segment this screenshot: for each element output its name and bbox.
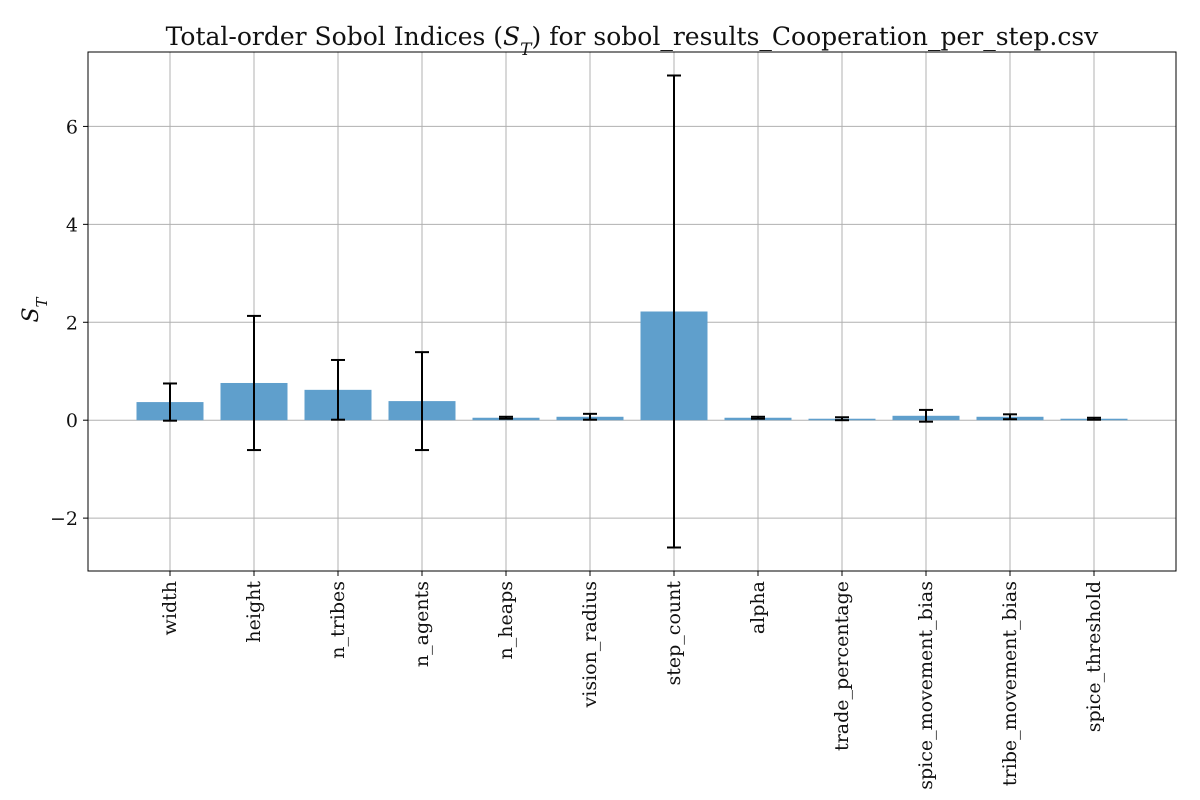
plot-frame: [87, 51, 1177, 572]
y-tick-label: 4: [66, 214, 78, 236]
bar-layer: [136, 311, 1128, 421]
y-tick-label: 6: [66, 116, 78, 138]
title-prefix: Total-order Sobol Indices (: [166, 22, 503, 51]
x-tick-label-spice-threshold: spice_threshold: [1083, 581, 1105, 732]
x-tick-label-n-agents: n_agents: [411, 581, 433, 667]
x-tick-label-alpha: alpha: [747, 581, 769, 634]
x-tick-label-width: width: [159, 581, 181, 635]
chart-title: Total-order Sobol Indices (ST) for sobol…: [166, 22, 1100, 60]
y-axis-label: ST: [19, 296, 51, 322]
ylabel-subscript: T: [33, 296, 51, 307]
grid-layer: [88, 52, 1176, 571]
error-layer: [163, 74, 1101, 549]
y-tick-label: 2: [66, 312, 78, 334]
ylabel-symbol: S: [19, 307, 44, 322]
label-layer: −2 0 2 4 6 width height n_tribes n_agents n_heaps…: [50, 116, 1105, 789]
axis-layer: [83, 51, 1177, 576]
y-tick-label: 0: [66, 410, 78, 432]
x-tick-label-tribe-movement-bias: tribe_movement_bias: [999, 581, 1021, 786]
y-tick-label: −2: [50, 508, 78, 530]
x-tick-label-vision-radius: vision_radius: [579, 581, 601, 708]
title-suffix: ) for sobol_results_Cooperation_per_step…: [532, 22, 1100, 51]
x-tick-label-n-heaps: n_heaps: [495, 581, 517, 659]
x-tick-label-height: height: [243, 581, 265, 643]
x-tick-label-spice-movement-bias: spice_movement_bias: [915, 581, 937, 790]
title-subscript: T: [520, 40, 533, 60]
x-tick-label-step-count: step_count: [663, 581, 685, 686]
x-tick-label-n-tribes: n_tribes: [327, 581, 349, 659]
title-symbol: S: [503, 22, 520, 51]
x-tick-label-trade-percentage: trade_percentage: [831, 581, 853, 751]
